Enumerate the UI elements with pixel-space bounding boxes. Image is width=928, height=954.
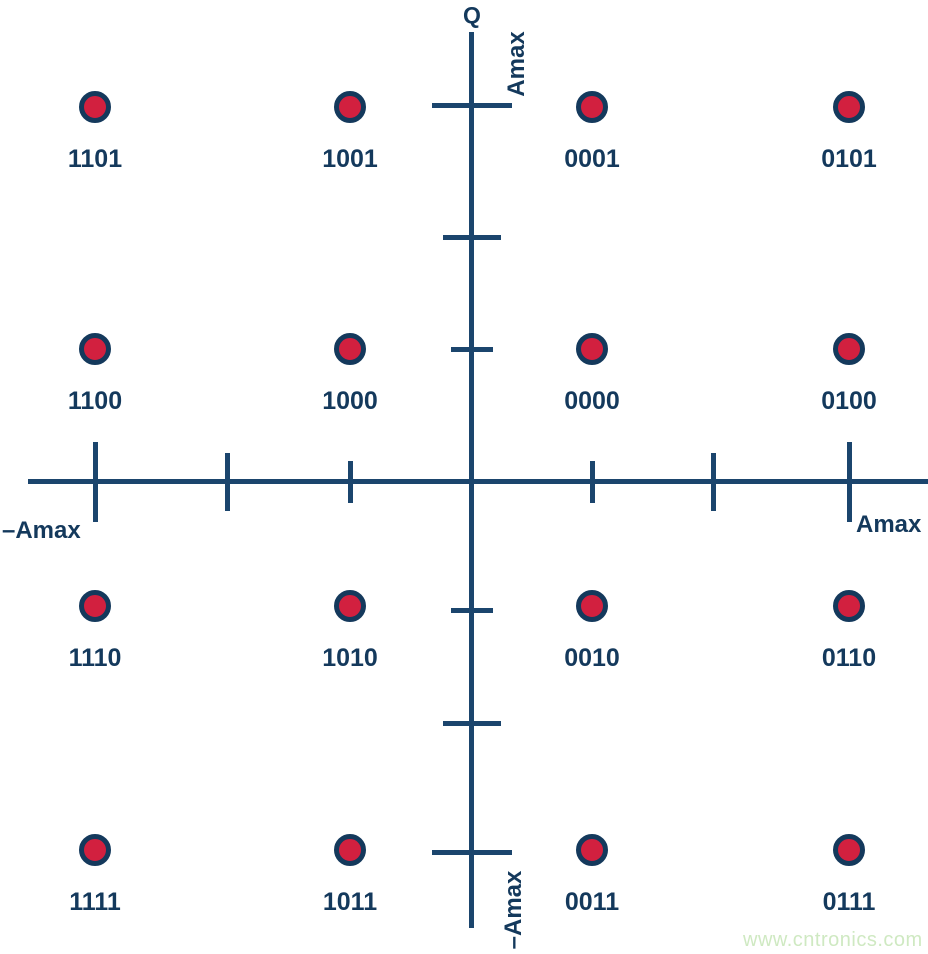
symbol-label: 1100 — [67, 387, 123, 415]
constellation-point — [334, 333, 366, 365]
i-axis-tick — [589, 460, 595, 503]
q-axis-tick — [431, 102, 512, 108]
symbol-label: 0000 — [564, 387, 620, 415]
symbol-label: 0011 — [564, 888, 620, 916]
symbol-label: 0111 — [822, 888, 876, 916]
symbol-label: 1000 — [322, 387, 378, 415]
symbol-label: 0010 — [564, 644, 620, 672]
constellation-point — [334, 834, 366, 866]
constellation-point — [79, 333, 111, 365]
i-axis-tick — [347, 460, 353, 503]
constellation-point — [334, 91, 366, 123]
constellation-point — [833, 91, 865, 123]
i-axis-neg-amax-label: –Amax — [2, 517, 81, 544]
constellation-point — [576, 834, 608, 866]
q-axis-tick — [450, 346, 493, 352]
constellation-point — [833, 834, 865, 866]
constellation-point — [833, 590, 865, 622]
constellation-point — [576, 333, 608, 365]
i-axis-tick — [710, 452, 716, 511]
q-axis-tick — [442, 720, 501, 726]
symbol-label: 0001 — [564, 145, 620, 173]
q-axis-title: Q — [463, 2, 481, 28]
constellation-point — [79, 590, 111, 622]
q-axis-amax-label: Amax — [503, 31, 530, 97]
constellation-point — [334, 590, 366, 622]
i-axis-amax-label: Amax — [856, 511, 922, 538]
watermark-text: www.cntronics.com — [743, 929, 923, 951]
i-axis-tick — [846, 441, 852, 522]
symbol-label: 0110 — [821, 644, 877, 672]
symbol-label: 1011 — [322, 888, 378, 916]
symbol-label: 1111 — [69, 888, 121, 916]
q-axis-tick — [450, 607, 493, 613]
constellation-point — [79, 91, 111, 123]
constellation-point — [79, 834, 111, 866]
constellation-point — [833, 333, 865, 365]
symbol-label: 0101 — [821, 145, 877, 173]
symbol-label: 1101 — [67, 145, 123, 173]
q-axis-tick — [442, 234, 501, 240]
constellation-point — [576, 91, 608, 123]
symbol-label: 1010 — [322, 644, 378, 672]
constellation-point — [576, 590, 608, 622]
q-axis-neg-amax-label: –Amax — [500, 870, 527, 950]
q-axis-tick — [431, 849, 512, 855]
symbol-label: 1001 — [322, 145, 378, 173]
symbol-label: 1110 — [68, 644, 122, 672]
symbol-label: 0100 — [821, 387, 877, 415]
i-axis-tick — [224, 452, 230, 511]
i-axis-tick — [92, 441, 98, 522]
i-axis-line — [28, 479, 928, 484]
